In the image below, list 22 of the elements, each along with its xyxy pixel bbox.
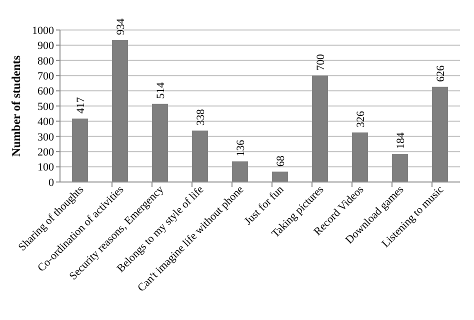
data-label: 934 <box>114 18 127 36</box>
data-label: 136 <box>234 139 247 156</box>
data-label: 326 <box>354 110 367 128</box>
y-tick-label: 1000 <box>32 24 54 37</box>
data-label: 338 <box>194 108 207 126</box>
y-tick-label: 100 <box>38 162 54 174</box>
data-label: 417 <box>74 96 87 114</box>
y-axis-title: Number of students <box>9 55 23 157</box>
data-label: 68 <box>274 155 287 167</box>
y-tick-label: 200 <box>38 146 54 158</box>
data-label: 184 <box>394 132 407 150</box>
y-tick-label: 500 <box>38 100 54 113</box>
y-tick-label: 400 <box>38 116 54 128</box>
y-tick-label: 300 <box>38 131 54 144</box>
data-label: 626 <box>434 64 447 82</box>
y-tick-label: 0 <box>48 176 54 189</box>
y-tick-label: 700 <box>38 70 54 82</box>
y-tick-label: 900 <box>38 40 54 52</box>
data-label: 514 <box>154 82 167 99</box>
data-label: 700 <box>314 54 327 71</box>
y-tick-label: 600 <box>38 86 54 98</box>
y-tick-label: 800 <box>38 55 54 68</box>
